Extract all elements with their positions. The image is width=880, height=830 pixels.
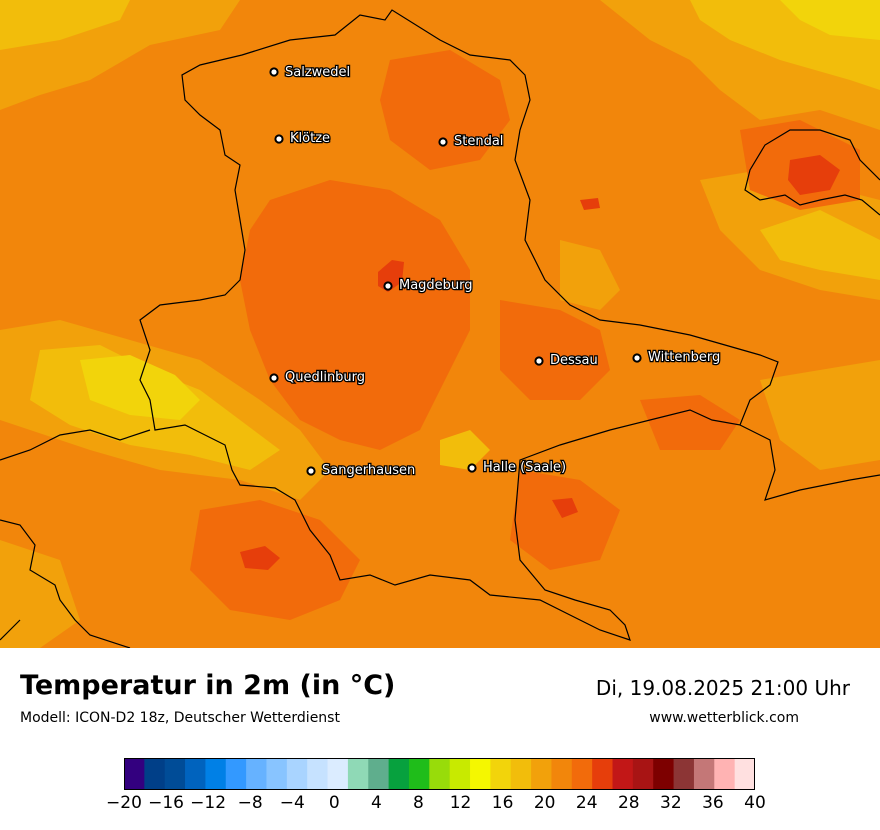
color-scale-swatch bbox=[124, 758, 145, 790]
color-scale-swatch bbox=[653, 758, 675, 790]
city-dot bbox=[438, 137, 448, 147]
color-scale-swatch bbox=[734, 758, 755, 790]
neighbor-border-northeast bbox=[744, 129, 880, 216]
color-scale-swatch bbox=[368, 758, 390, 790]
city-dot bbox=[269, 373, 279, 383]
color-scale-tick-label: 20 bbox=[533, 793, 556, 813]
color-scale-swatch bbox=[449, 758, 471, 790]
city-marker-dessau[interactable]: Dessau bbox=[534, 352, 599, 369]
city-dot bbox=[534, 356, 544, 366]
city-marker-magdeburg[interactable]: Magdeburg bbox=[383, 277, 474, 294]
color-scale-tick-label: −4 bbox=[279, 793, 305, 813]
neighbor-border-west bbox=[0, 429, 151, 461]
city-marker-salzwedel[interactable]: Salzwedel bbox=[269, 64, 351, 81]
city-label: Stendal bbox=[454, 134, 503, 149]
color-scale-swatch bbox=[571, 758, 593, 790]
city-markers: Salzwedel Klötze Stendal Magdeburg Dessa… bbox=[269, 64, 722, 479]
color-scale-legend bbox=[124, 758, 755, 790]
temperature-zones-bright bbox=[80, 0, 880, 420]
neighbor-border-south bbox=[0, 619, 21, 641]
color-scale-swatch bbox=[144, 758, 166, 790]
color-scale-swatch bbox=[693, 758, 715, 790]
color-scale-tick-label: 32 bbox=[660, 793, 682, 813]
color-scale-border bbox=[124, 758, 755, 790]
forecast-datetime: Di, 19.08.2025 21:00 Uhr bbox=[595, 676, 850, 700]
city-marker-wittenberg[interactable]: Wittenberg bbox=[632, 349, 722, 366]
city-dot bbox=[467, 463, 477, 473]
color-scale-swatch bbox=[551, 758, 573, 790]
model-subtitle: Modell: ICON-D2 18z, Deutscher Wetterdie… bbox=[20, 710, 340, 726]
color-scale-tick-labels: −20 −16 −12 −8 −4 0 4 8 12 16 20 24 28 32 36 40 bbox=[0, 793, 880, 817]
color-scale-tick-label: 40 bbox=[744, 793, 766, 813]
color-scale-swatch bbox=[490, 758, 512, 790]
map-title: Temperatur in 2m (in °C) bbox=[20, 670, 396, 701]
color-scale-tick-label: 4 bbox=[370, 793, 382, 813]
color-scale-swatch bbox=[266, 758, 288, 790]
city-label: Klötze bbox=[290, 131, 330, 146]
color-scale-tick-label: −12 bbox=[190, 793, 227, 813]
color-scale-swatch bbox=[714, 758, 736, 790]
city-label: Wittenberg bbox=[648, 350, 720, 365]
city-marker-kloetze[interactable]: Klötze bbox=[274, 130, 331, 147]
city-label: Dessau bbox=[550, 353, 598, 368]
color-scale-tick-label: 28 bbox=[617, 793, 640, 813]
neighbor-border-east bbox=[739, 424, 880, 501]
city-dot bbox=[269, 67, 279, 77]
color-scale-tick-label: 8 bbox=[413, 793, 424, 813]
color-scale-tick-label: −8 bbox=[237, 793, 263, 813]
color-scale-swatch bbox=[632, 758, 654, 790]
city-marker-halle-saale[interactable]: Halle (Saale) bbox=[467, 459, 567, 476]
color-scale-swatch bbox=[246, 758, 268, 790]
color-scale-swatch bbox=[286, 758, 308, 790]
city-label: Quedlinburg bbox=[285, 370, 365, 385]
city-marker-quedlinburg[interactable]: Quedlinburg bbox=[269, 369, 366, 386]
website-link[interactable]: www.wetterblick.com bbox=[649, 710, 799, 726]
city-label: Sangerhausen bbox=[322, 463, 415, 478]
city-marker-sangerhausen[interactable]: Sangerhausen bbox=[306, 462, 417, 479]
color-scale-swatch bbox=[531, 758, 553, 790]
color-scale-swatch bbox=[225, 758, 247, 790]
city-label: Magdeburg bbox=[399, 278, 473, 293]
color-scale-swatch bbox=[185, 758, 207, 790]
city-marker-stendal[interactable]: Stendal bbox=[438, 133, 505, 150]
color-scale-tick-label: 12 bbox=[449, 793, 472, 813]
color-scale-swatch bbox=[408, 758, 430, 790]
temperature-zones-hottest bbox=[240, 155, 840, 570]
color-scale-swatch bbox=[164, 758, 186, 790]
color-scale-swatch bbox=[470, 758, 491, 790]
temperature-map: Salzwedel Klötze Stendal Magdeburg Dessa… bbox=[0, 0, 880, 648]
color-scale-swatch bbox=[347, 758, 369, 790]
color-scale-swatch bbox=[592, 758, 614, 790]
color-scale-swatch bbox=[673, 758, 695, 790]
temperature-zones-hot bbox=[190, 50, 860, 620]
color-scale-swatch bbox=[429, 758, 451, 790]
state-border bbox=[139, 9, 779, 641]
city-label: Salzwedel bbox=[285, 65, 350, 80]
city-label: Halle (Saale) bbox=[483, 460, 566, 475]
color-scale-swatch bbox=[612, 758, 634, 790]
city-dot bbox=[306, 466, 316, 476]
color-scale-tick-label: −16 bbox=[148, 793, 185, 813]
color-scale-tick-label: 24 bbox=[575, 793, 598, 813]
color-scale-tick-label: −20 bbox=[106, 793, 142, 813]
color-scale-swatch bbox=[205, 758, 227, 790]
color-scale-tick-label: 16 bbox=[491, 793, 514, 813]
neighbor-border-southwest bbox=[0, 519, 131, 648]
city-dot bbox=[632, 353, 642, 363]
color-scale-swatch bbox=[327, 758, 349, 790]
color-scale-swatch bbox=[388, 758, 410, 790]
color-scale-tick-label: 0 bbox=[328, 793, 340, 813]
city-dot bbox=[383, 281, 393, 291]
color-scale-swatch bbox=[510, 758, 532, 790]
city-dot bbox=[274, 134, 284, 144]
color-scale-swatch bbox=[307, 758, 329, 790]
color-scale-tick-label: 36 bbox=[702, 793, 724, 813]
